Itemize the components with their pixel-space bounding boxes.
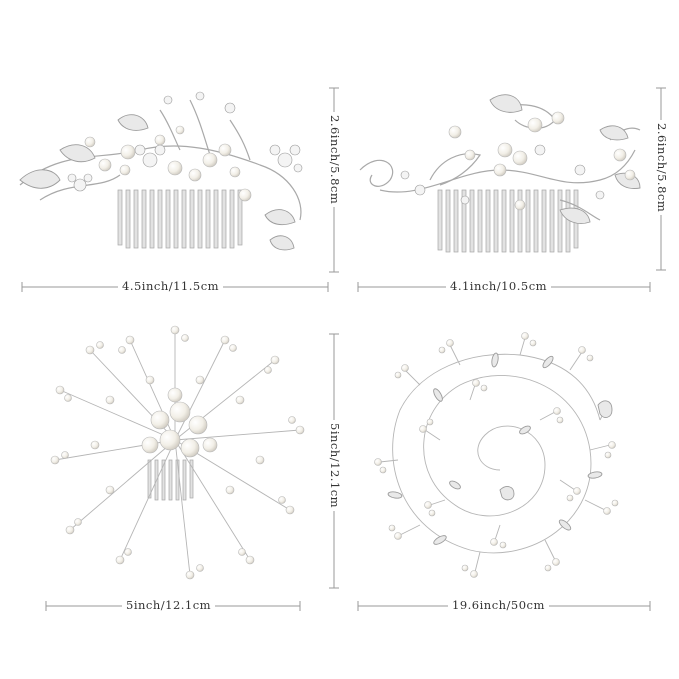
vine-length-label: 19.6inch/50cm [448,598,549,612]
pearl-hair-vine [374,332,619,578]
vine-sprigs [374,332,619,578]
spray-center-cluster [141,387,218,458]
flower-hair-comb [19,91,303,251]
vine-leaves [387,352,603,545]
comb-vine-width-label: 4.1inch/10.5cm [446,279,552,293]
comb-flower-height-label: 2.6inch/5.8cm [328,112,342,208]
comb-vine-height-label: 2.6inch/5.8cm [655,120,669,216]
pearl-spray-comb [50,325,305,580]
spray-wires [54,330,301,576]
spray-pearls [50,325,305,580]
comb-flower-width-label: 4.5inch/11.5cm [118,279,224,293]
comb-spray-width-label: 5inch/12.1cm [122,598,216,612]
comb-teeth [147,459,194,501]
comb-spray-height-label: 5inch/12.1cm [328,420,342,512]
vine-hair-comb [359,94,641,253]
comb-teeth [117,189,243,249]
comb-teeth [437,189,579,253]
